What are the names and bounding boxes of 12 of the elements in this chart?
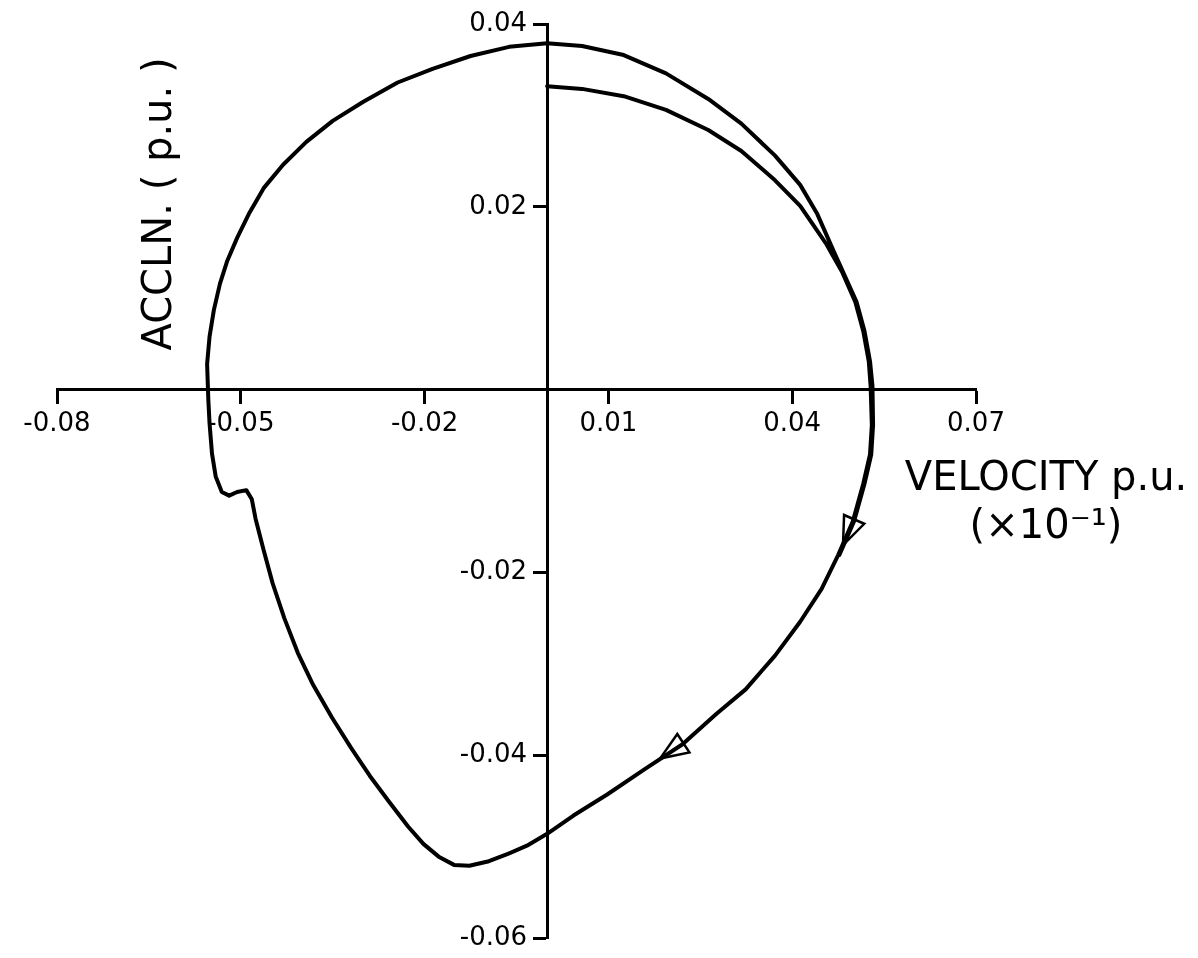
y-tick-label: 0.02 [469,189,528,220]
y-tick-label: 0.04 [469,6,528,37]
y-tick-label: -0.04 [459,737,528,768]
y-axis-title: ACCLN. ( p.u. ) [133,57,181,351]
x-axis-title: VELOCITY p.u. (×10⁻¹) [903,451,1189,548]
x-tick-label: 0.04 [763,406,822,437]
y-tick-label: -0.02 [459,555,528,586]
x-tick-label: -0.02 [390,406,459,437]
x-tick-label: 0.07 [947,406,1005,437]
x-tick-label: -0.08 [23,406,91,437]
x-tick-label: 0.01 [579,406,638,437]
y-tick-label: -0.06 [459,920,528,951]
